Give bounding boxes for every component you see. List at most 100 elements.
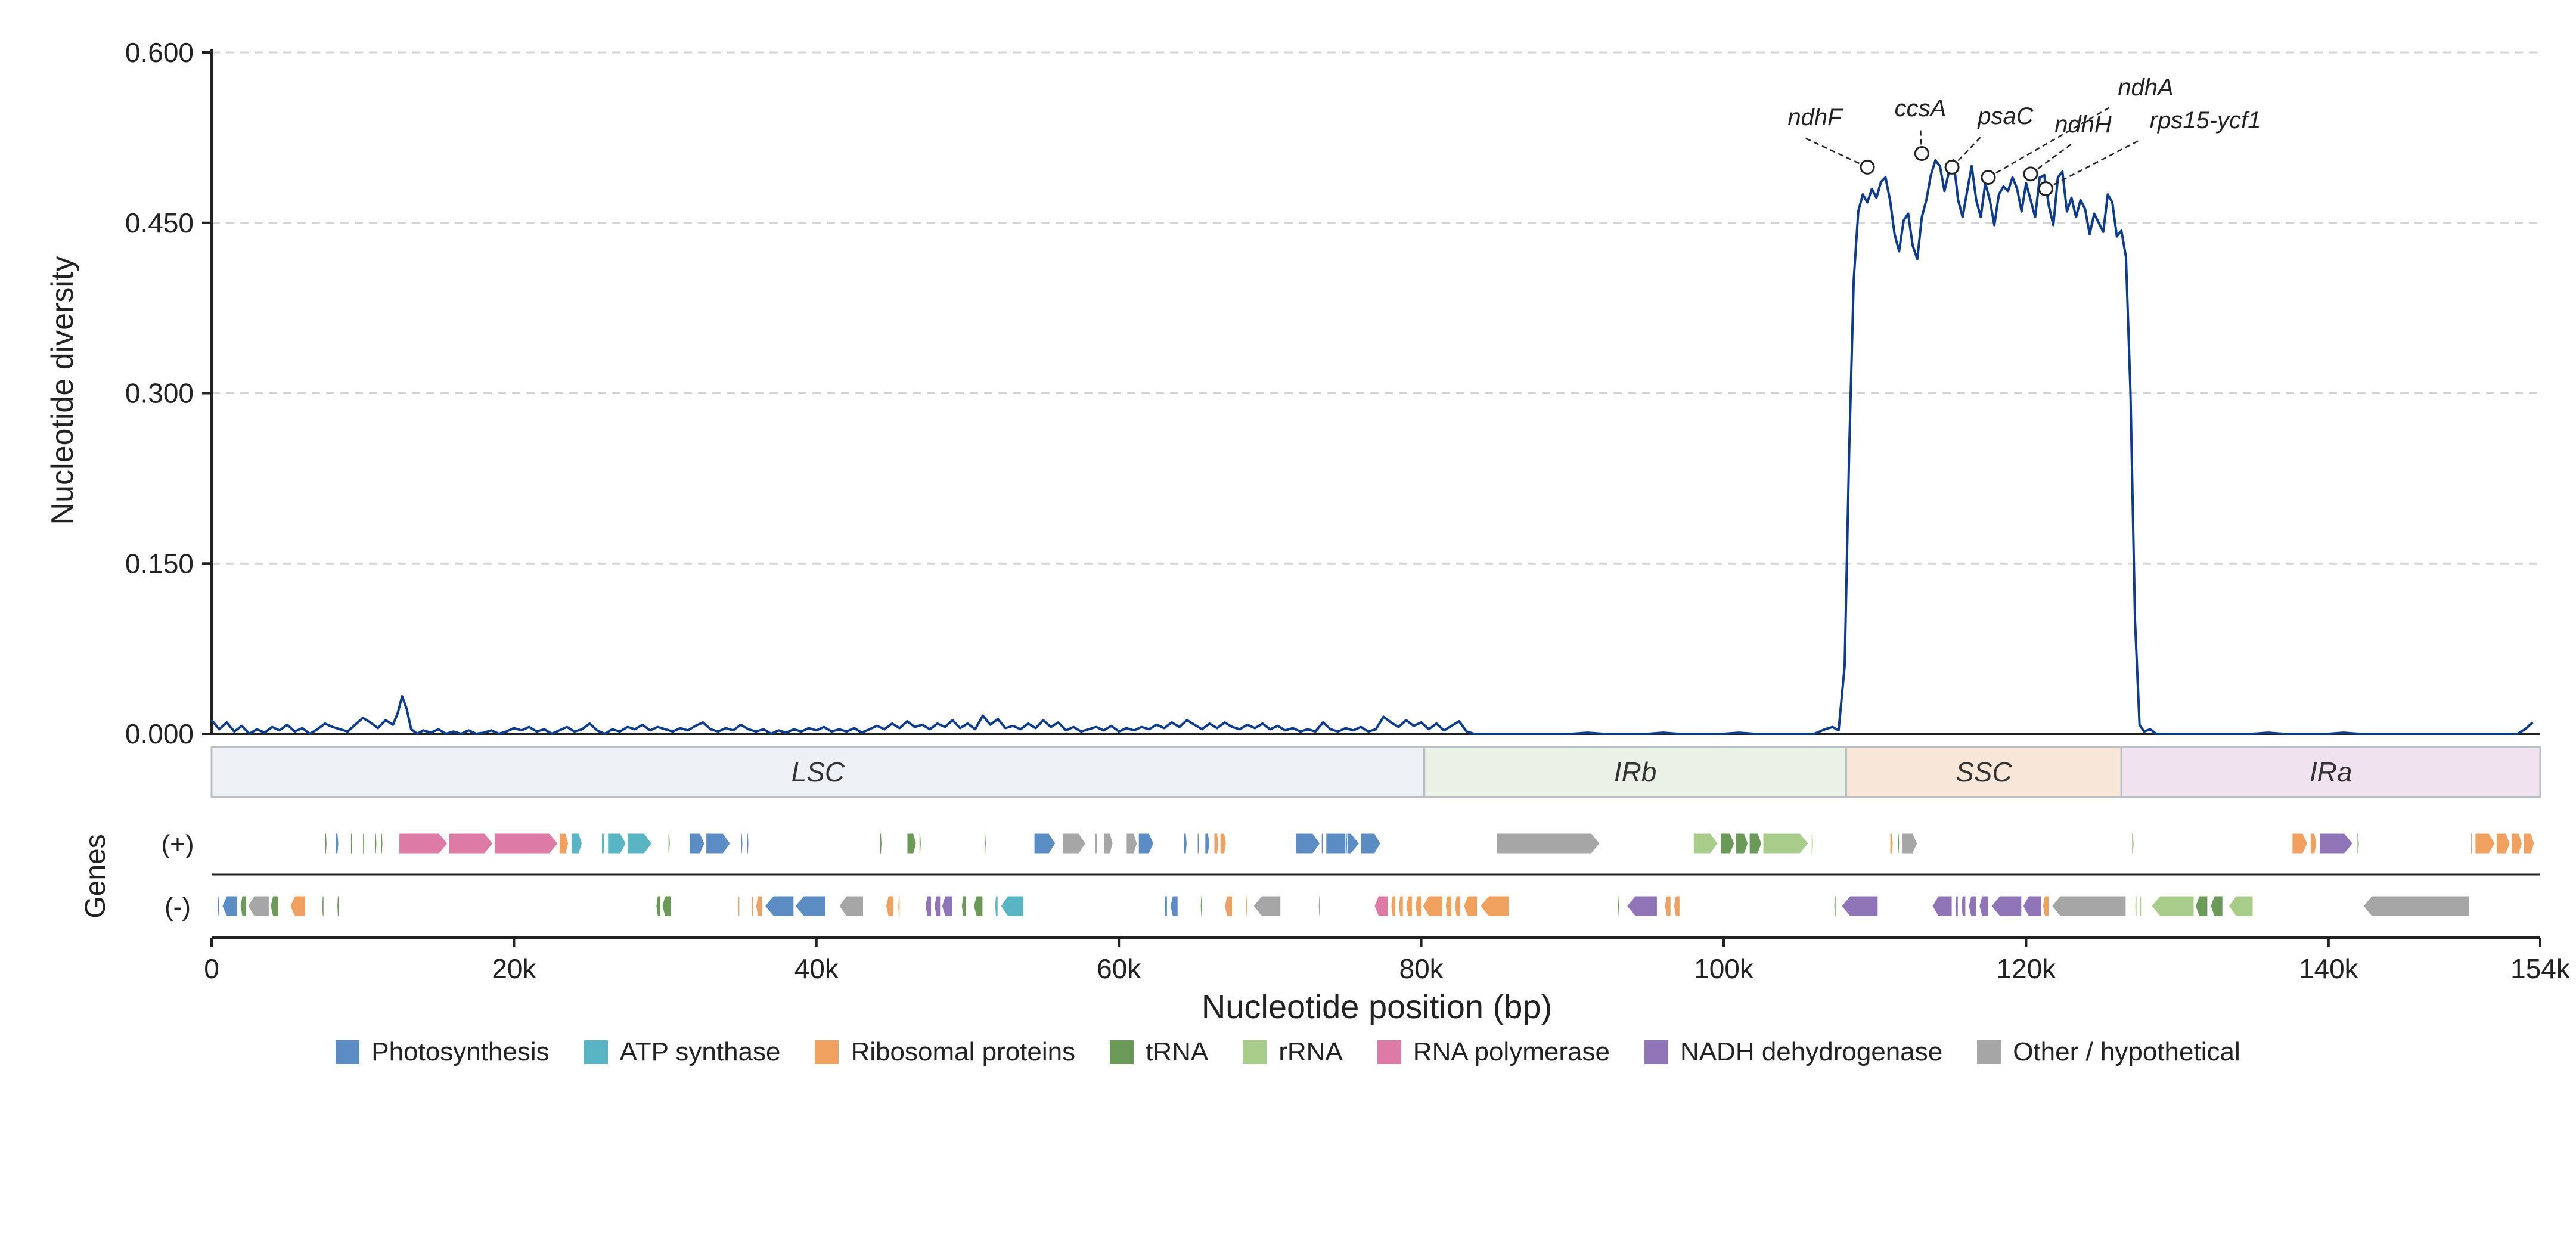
- peak-marker: [2023, 166, 2038, 182]
- x-tick-label: 0: [204, 953, 219, 984]
- gene-arrow: [751, 895, 754, 917]
- annotation-leader: [1988, 106, 2111, 178]
- gene-arrow: [2051, 895, 2127, 917]
- gene-arrow: [994, 895, 998, 917]
- gene-arrow: [879, 833, 882, 854]
- gene-arrow: [1762, 833, 1809, 854]
- gene-arrow: [941, 895, 953, 917]
- gene-arrow: [934, 895, 941, 917]
- region-IRa: [2120, 746, 2541, 798]
- gene-arrow: [1954, 895, 1959, 917]
- y-tick-label: 0.000: [125, 718, 194, 749]
- annotation-label-ndhH: ndhH: [2054, 111, 2112, 138]
- gene-arrow: [374, 833, 377, 854]
- gene-arrow: [689, 833, 705, 854]
- legend-label: RNA polymerase: [1413, 1037, 1610, 1066]
- region-label-IRb: IRb: [1614, 756, 1657, 787]
- gene-arrow: [1374, 895, 1389, 917]
- annotation-label-ndhA: ndhA: [2118, 75, 2173, 101]
- gene-arrow: [907, 833, 917, 854]
- gene-arrow: [240, 895, 247, 917]
- gene-arrow: [1183, 833, 1187, 854]
- gene-arrow: [337, 895, 340, 917]
- legend-swatch: [1243, 1040, 1267, 1064]
- gene-arrow: [222, 895, 238, 917]
- gene-arrow: [2310, 833, 2317, 854]
- strand-label: (-): [165, 892, 191, 922]
- gene-arrow: [1479, 895, 1510, 917]
- peak-marker: [1944, 159, 1960, 175]
- gene-arrow: [448, 833, 494, 854]
- gene-arrow: [1253, 895, 1281, 917]
- legend-item: tRNA: [1110, 1037, 1208, 1067]
- gene-arrow: [662, 895, 672, 917]
- gene-arrow: [746, 833, 749, 854]
- gene-arrow: [2292, 833, 2308, 854]
- gene-arrow: [924, 895, 932, 917]
- gene-arrow: [350, 833, 353, 854]
- gene-arrow: [2131, 833, 2134, 854]
- legend-label: tRNA: [1146, 1037, 1209, 1066]
- legend-label: Other / hypothetical: [2013, 1037, 2240, 1066]
- genes-track-label: Genes: [80, 834, 111, 918]
- gene-arrow: [1391, 895, 1396, 917]
- gene-arrow: [2470, 833, 2473, 854]
- gene-arrow: [270, 895, 279, 917]
- region-label-LSC: LSC: [792, 756, 845, 787]
- region-label-IRa: IRa: [2310, 756, 2352, 787]
- gene-arrow: [1897, 833, 1900, 854]
- legend-swatch: [815, 1040, 839, 1064]
- annotation-leader: [1802, 136, 1868, 168]
- legend-swatch: [336, 1040, 360, 1064]
- annotation-label-rps15-ycf1: rps15-ycf1: [2150, 107, 2261, 134]
- gene-arrow: [1693, 833, 1718, 854]
- gene-arrow: [918, 833, 921, 854]
- gene-arrow: [1422, 895, 1443, 917]
- diversity-line: [210, 159, 2534, 735]
- legend-item: Ribosomal proteins: [815, 1037, 1075, 1067]
- gene-arrow: [1811, 833, 1814, 854]
- gene-arrow: [2357, 833, 2360, 854]
- gene-arrow: [1463, 895, 1478, 917]
- gene-arrow: [247, 895, 269, 917]
- gene-arrow: [1345, 833, 1348, 854]
- x-tick-label: 154k: [2510, 953, 2571, 984]
- gene-arrow: [1094, 833, 1098, 854]
- annotation-label-ccsA: ccsA: [1895, 95, 1947, 122]
- legend-item: rRNA: [1243, 1037, 1343, 1067]
- gene-arrow: [1673, 895, 1680, 917]
- gene-arrow: [324, 833, 327, 854]
- peak-marker: [1981, 170, 1996, 185]
- gene-arrow: [1224, 895, 1233, 917]
- gene-arrow: [755, 895, 762, 917]
- gene-arrow: [1197, 833, 1200, 854]
- legend-item: ATP synthase: [584, 1037, 781, 1067]
- gene-arrow: [1200, 895, 1203, 917]
- gene-arrow: [571, 833, 583, 854]
- legend-label: Photosynthesis: [371, 1037, 550, 1066]
- legend-item: Other / hypothetical: [1977, 1037, 2240, 1067]
- gene-arrow: [1414, 895, 1422, 917]
- y-axis-label: Nucleotide diversity: [45, 256, 80, 525]
- gene-arrow: [706, 833, 731, 854]
- gene-arrow: [794, 895, 826, 917]
- gene-arrow: [1991, 895, 2022, 917]
- legend-label: ATP synthase: [619, 1037, 781, 1066]
- peak-marker: [2038, 181, 2053, 197]
- gene-arrow: [885, 895, 894, 917]
- legend-item: Photosynthesis: [336, 1037, 550, 1067]
- legend-item: NADH dehydrogenase: [1644, 1037, 1942, 1067]
- gene-arrow: [668, 833, 671, 854]
- x-tick-label: 40k: [794, 953, 839, 984]
- x-tick-label: 20k: [492, 953, 536, 984]
- gene-arrow: [2195, 895, 2208, 917]
- strand-label: (+): [162, 830, 194, 859]
- annotation-label-psaC: psaC: [1977, 103, 2034, 129]
- gene-arrow: [1033, 833, 1056, 854]
- gene-arrow: [1735, 833, 1749, 854]
- x-tick-label: 120k: [1997, 953, 2057, 984]
- annotation-label-ndhF: ndhF: [1787, 104, 1843, 131]
- gene-arrow: [1960, 895, 1966, 917]
- y-tick-label: 0.150: [125, 548, 194, 579]
